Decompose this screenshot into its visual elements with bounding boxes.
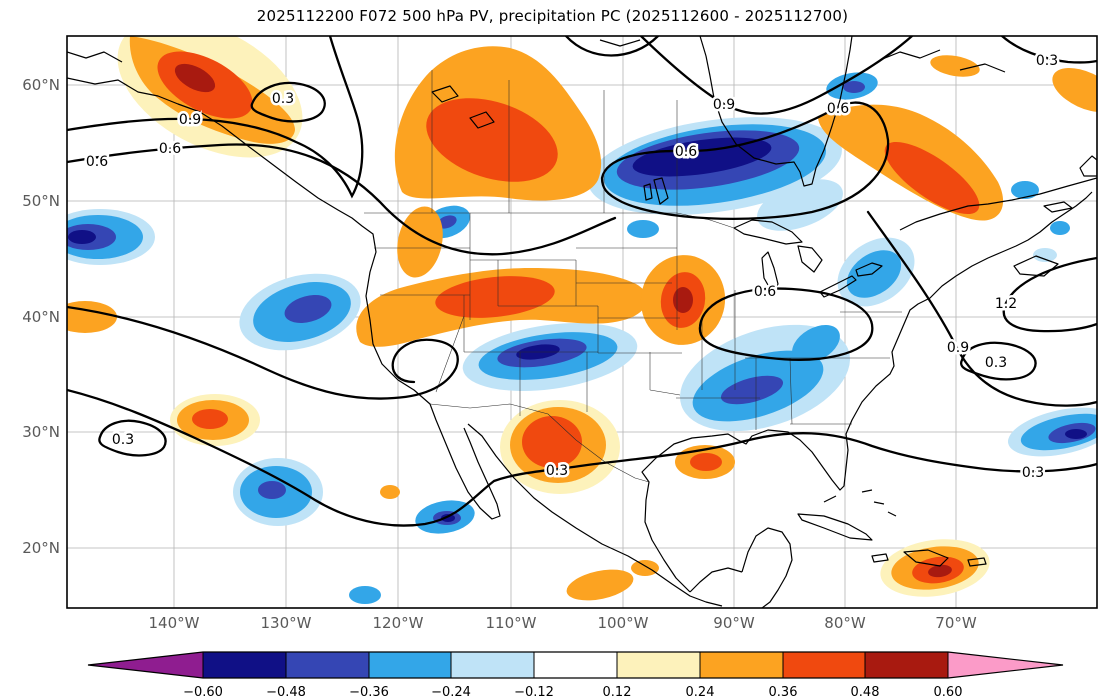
y-tick-label: 20°N (22, 539, 60, 557)
y-tick-label: 40°N (22, 308, 60, 326)
colorbar-band (617, 652, 700, 678)
contour-label: 0.6 (159, 141, 181, 157)
contour-label: 0.3 (272, 91, 294, 107)
x-tick-label: 90°W (713, 614, 755, 632)
colorbar-tick: −0.24 (431, 685, 471, 698)
colorbar-band (865, 652, 948, 678)
colorbar-band (451, 652, 534, 678)
colorbar-tick: 0.36 (769, 685, 798, 698)
x-tick-label: 80°W (824, 614, 866, 632)
x-axis-labels: 140°W 130°W 120°W 110°W 100°W 90°W 80°W … (149, 614, 977, 632)
colorbar-tick: 0.60 (934, 685, 963, 698)
filled-anomaly-pos4 (174, 63, 952, 578)
colorbar-band (286, 652, 369, 678)
colorbar-tick-labels: −0.60 −0.48 −0.36 −0.24 −0.12 0.12 0.24 … (183, 685, 962, 698)
colorbar-band (700, 652, 783, 678)
colorbar-tick: 0.24 (686, 685, 715, 698)
y-tick-label: 50°N (22, 192, 60, 210)
colorbar-tick: −0.12 (514, 685, 554, 698)
contour-label: 0.6 (675, 144, 697, 160)
contour-label: 0.6 (827, 101, 849, 117)
colorbar-tick: −0.36 (349, 685, 389, 698)
colorbar-right-arrow (948, 652, 1063, 678)
x-tick-label: 110°W (486, 614, 537, 632)
contour-label: 0.9 (179, 112, 201, 128)
colorbar-tick: 0.12 (603, 685, 632, 698)
state-borders (364, 70, 902, 483)
shaded-anomalies (67, 36, 1097, 604)
colorbar-band (369, 652, 451, 678)
contour-label: 0.6 (86, 154, 108, 170)
y-tick-label: 30°N (22, 423, 60, 441)
x-tick-label: 100°W (598, 614, 649, 632)
x-tick-label: 120°W (373, 614, 424, 632)
y-axis-labels: 60°N 50°N 40°N 30°N 20°N (22, 76, 60, 557)
contour-label: 0.3 (1022, 465, 1044, 481)
contour-labels: 0.3 0.9 0.6 0.6 0.6 0.9 0.6 0.3 0.6 0.9 … (83, 51, 1060, 484)
colorbar-tick: −0.48 (266, 685, 306, 698)
colorbar-tick: −0.60 (183, 685, 223, 698)
contour-label: 0.3 (112, 432, 134, 448)
colorbar-band (534, 652, 617, 678)
contour-label: 0.3 (985, 355, 1007, 371)
contour-label: 0.9 (947, 340, 969, 356)
colorbar-left-arrow (88, 652, 203, 678)
colorbar-outline (87, 651, 1064, 679)
contour-label: 1.2 (995, 296, 1017, 312)
x-tick-label: 70°W (935, 614, 977, 632)
pv-contours (67, 36, 1097, 527)
colorbar: −0.60 −0.48 −0.36 −0.24 −0.12 0.12 0.24 … (87, 651, 1064, 698)
x-tick-label: 140°W (149, 614, 200, 632)
colorbar-band (203, 652, 286, 678)
chart-title: 2025112200 F072 500 hPa PV, precipitatio… (256, 7, 849, 25)
plot-frame (66, 35, 1098, 609)
contour-label: 0.9 (713, 97, 735, 113)
contour-label: 0.6 (754, 284, 776, 300)
contour-label: 0.3 (1036, 53, 1058, 69)
x-tick-label: 130°W (261, 614, 312, 632)
y-tick-label: 60°N (22, 76, 60, 94)
colorbar-tick: 0.48 (851, 685, 880, 698)
colorbar-band (783, 652, 865, 678)
contour-label: 0.3 (546, 463, 568, 479)
